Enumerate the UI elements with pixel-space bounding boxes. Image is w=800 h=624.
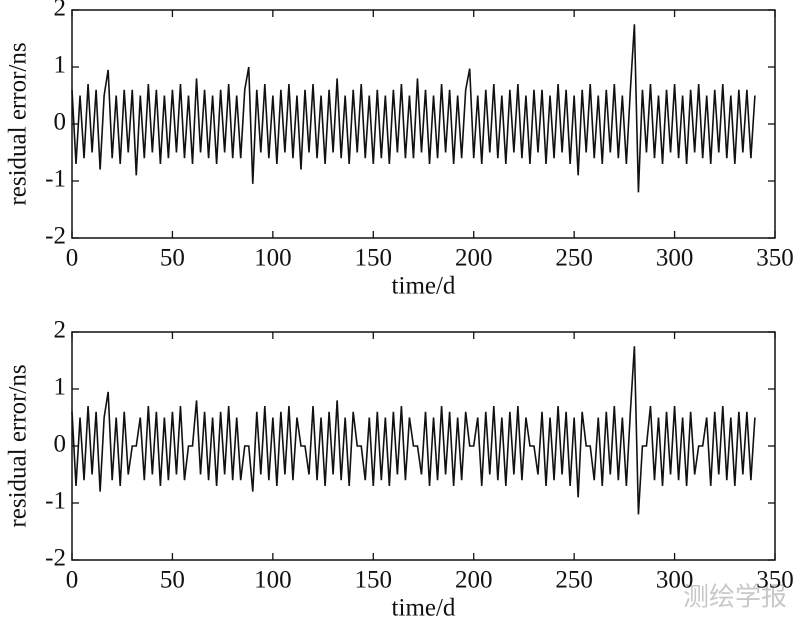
x-tick-label: 200 bbox=[455, 567, 493, 594]
y-tick-label: 1 bbox=[54, 52, 67, 79]
x-axis-label: time/d bbox=[392, 595, 456, 622]
y-tick-label: 0 bbox=[54, 431, 67, 458]
x-tick-label: 0 bbox=[66, 567, 79, 594]
y-tick-label: 0 bbox=[54, 109, 67, 136]
x-tick-label: 300 bbox=[656, 245, 694, 272]
x-tick-label: 250 bbox=[555, 567, 593, 594]
x-tick-label: 150 bbox=[355, 567, 393, 594]
residual-line bbox=[71, 346, 756, 515]
x-tick-label: 100 bbox=[254, 567, 292, 594]
y-tick-label: -1 bbox=[45, 166, 66, 193]
y-tick-label: 1 bbox=[54, 374, 67, 401]
x-tick-label: 0 bbox=[66, 245, 79, 272]
residual-line bbox=[71, 24, 756, 193]
y-tick-label: -2 bbox=[45, 545, 66, 572]
y-axis-label: residual error/ns bbox=[5, 42, 32, 205]
y-tick-label: -1 bbox=[45, 488, 66, 515]
x-tick-label: 350 bbox=[756, 567, 794, 594]
y-tick-label: 2 bbox=[54, 317, 67, 344]
y-tick-label: 2 bbox=[54, 0, 67, 22]
x-axis-label: time/d bbox=[392, 273, 456, 300]
watermark: 测绘学报 bbox=[683, 583, 787, 613]
x-tick-label: 50 bbox=[160, 245, 185, 272]
y-axis-label: residual error/ns bbox=[5, 364, 32, 527]
x-tick-label: 50 bbox=[160, 567, 185, 594]
x-tick-label: 150 bbox=[355, 245, 393, 272]
x-tick-label: 300 bbox=[656, 567, 694, 594]
x-tick-label: 350 bbox=[756, 245, 794, 272]
y-tick-label: -2 bbox=[45, 223, 66, 250]
x-tick-label: 100 bbox=[254, 245, 292, 272]
x-tick-label: 200 bbox=[455, 245, 493, 272]
x-tick-label: 250 bbox=[555, 245, 593, 272]
